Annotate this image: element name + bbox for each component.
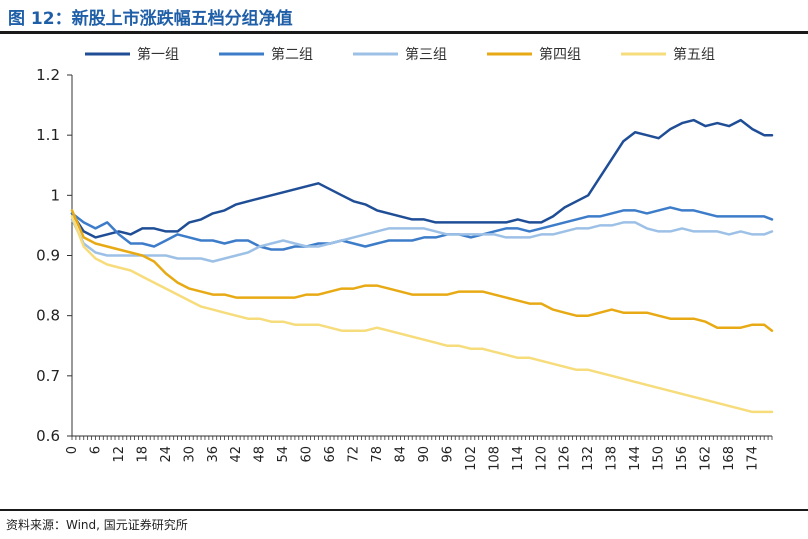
legend-label: 第二组: [271, 46, 313, 63]
x-tick-label: 168: [722, 446, 737, 471]
x-tick-label: 90: [417, 446, 432, 463]
legend-label: 第四组: [539, 46, 581, 63]
x-tick-label: 162: [699, 446, 714, 471]
series-line-5: [70, 215, 774, 414]
legend-label: 第五组: [673, 46, 715, 63]
y-tick-label: 0.6: [36, 427, 60, 445]
y-tick-label: 1.2: [36, 66, 60, 84]
x-tick-label: 48: [253, 446, 268, 463]
legend-item-4: 第四组: [487, 46, 581, 63]
x-tick-label: 120: [534, 446, 549, 471]
x-tick-label: 102: [464, 446, 479, 471]
line-chart: 0.6 0.7 0.8 0.9 1 1.1 1.2 0 6 12 18 24 30 36 42 48 54 60 6…: [36, 46, 774, 471]
x-tick-label: 108: [487, 446, 502, 471]
y-tick-label: 0.8: [36, 307, 60, 325]
y-tick-label: 1: [50, 186, 60, 204]
x-tick-label: 36: [206, 446, 221, 463]
legend-item-5: 第五组: [621, 46, 715, 63]
x-tick-label: 6: [88, 446, 103, 454]
x-tick-label: 174: [745, 446, 760, 471]
series-line-4: [70, 209, 774, 332]
x-tick-label: 84: [393, 446, 408, 463]
chart-axes: 0.6 0.7 0.8 0.9 1 1.1 1.2 0 6 12 18 24 30 36 42 48 54 60 6…: [36, 66, 773, 471]
x-tick-label: 126: [558, 446, 573, 471]
legend-label: 第一组: [137, 46, 179, 63]
y-tick-label: 0.7: [36, 367, 60, 385]
x-tick-label: 24: [159, 446, 174, 463]
series-line-1: [70, 118, 774, 239]
x-tick-label: 96: [440, 446, 455, 463]
x-tick-label: 144: [628, 446, 643, 471]
source-note: 资料来源：Wind, 国元证券研究所: [6, 518, 188, 532]
bottom-rule: [0, 509, 808, 511]
x-tick-label: 54: [276, 446, 291, 463]
legend-item-1: 第一组: [85, 46, 179, 63]
series-layer: [70, 118, 774, 414]
legend-item-3: 第三组: [353, 46, 447, 63]
x-tick-label: 150: [652, 446, 667, 471]
x-tick-label: 18: [135, 446, 150, 463]
x-tick-label: 138: [605, 446, 620, 471]
chart-legend: 第一组 第二组 第三组 第四组 第五组: [85, 46, 715, 63]
x-tick-label: 72: [347, 446, 362, 463]
x-tick-label: 42: [229, 446, 244, 463]
x-tick-label: 12: [112, 446, 127, 463]
x-tick-label: 156: [675, 446, 690, 471]
x-tick-label: 114: [511, 446, 526, 471]
y-tick-label: 0.9: [36, 247, 60, 265]
y-tick-label: 1.1: [36, 126, 60, 144]
series-line-3: [70, 218, 774, 263]
x-tick-label: 60: [300, 446, 315, 463]
legend-label: 第三组: [405, 46, 447, 63]
legend-item-2: 第二组: [219, 46, 313, 63]
x-tick-label: 66: [323, 446, 338, 463]
series-line-2: [70, 206, 774, 251]
top-rule: [0, 31, 808, 34]
x-tick-label: 0: [65, 446, 80, 454]
x-tick-label: 78: [370, 446, 385, 463]
figure-title: 图 12：新股上市涨跌幅五档分组净值: [8, 9, 293, 29]
x-tick-label: 132: [581, 446, 596, 471]
x-tick-label: 30: [182, 446, 197, 463]
